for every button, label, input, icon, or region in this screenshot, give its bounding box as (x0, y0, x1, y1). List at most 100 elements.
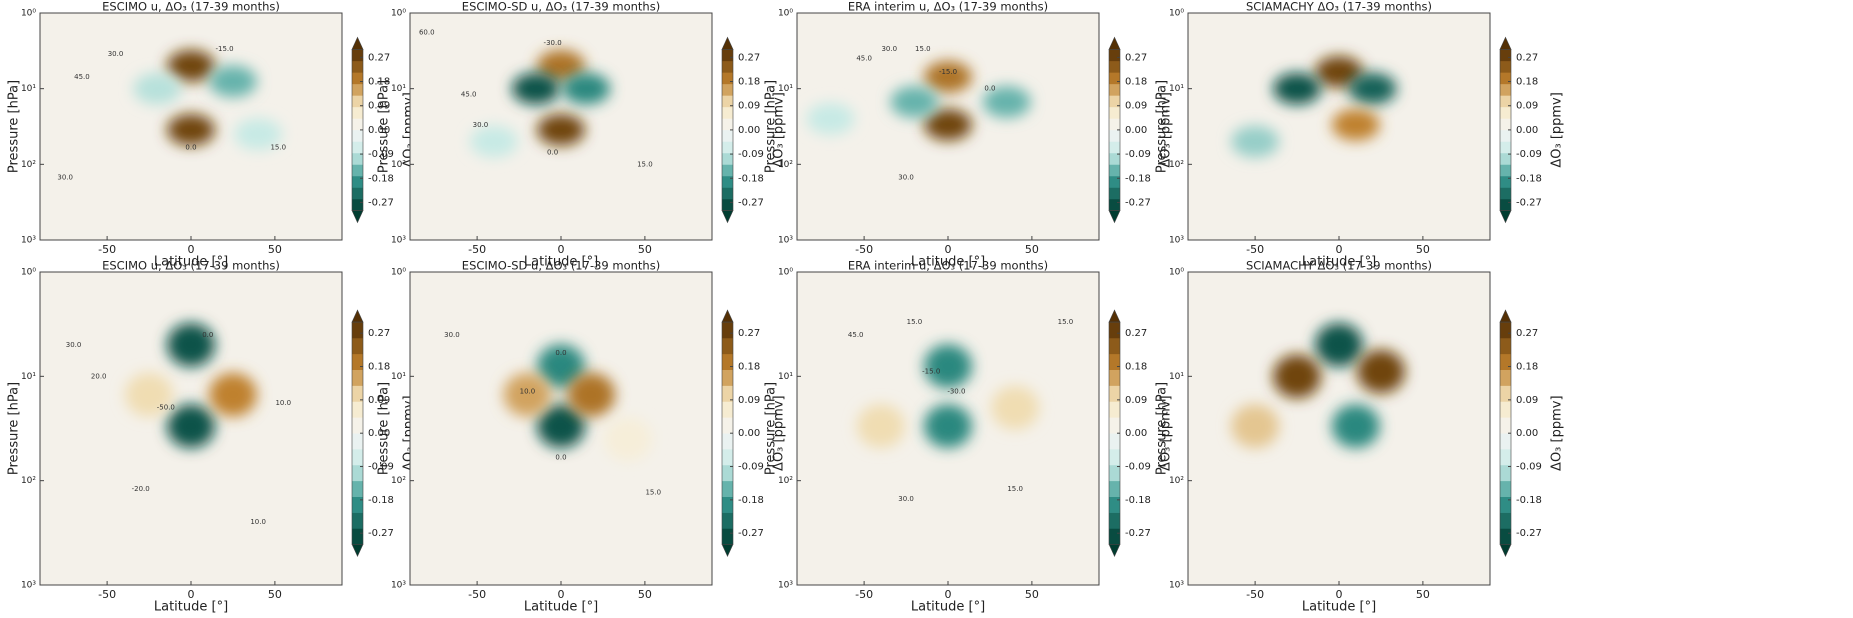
colorbar-step (352, 496, 363, 513)
colorbar-step (1500, 83, 1511, 96)
colorbar-tick-label: 0.18 (1516, 362, 1538, 373)
anomaly (469, 125, 518, 158)
colorbar-tick-label: -0.09 (1516, 462, 1542, 473)
colorbar-tick-label: 0.27 (738, 328, 760, 339)
anomaly (1315, 55, 1363, 88)
y-tick-label: 10³ (1169, 236, 1184, 246)
x-tick-label: 0 (558, 243, 565, 256)
colorbar-tick-label: -0.18 (1125, 173, 1151, 184)
colorbar-step (1500, 141, 1511, 154)
colorbar-tick-label: 0.00 (1516, 125, 1538, 136)
colorbar-step (1500, 449, 1511, 466)
y-axis-label: Pressure [hPa] (764, 382, 779, 475)
colorbar-tick-label: 0.18 (1125, 362, 1147, 373)
colorbar-step (1500, 187, 1511, 200)
colorbar-step (352, 337, 363, 355)
y-tick-label: 10³ (778, 236, 793, 246)
x-tick-label: 50 (1416, 588, 1430, 601)
anomaly (991, 385, 1040, 430)
x-tick-label: 0 (945, 243, 952, 256)
x-tick-label: 50 (1025, 588, 1039, 601)
contour-label: -15.0 (215, 45, 233, 53)
x-axis-label: Latitude [°] (1302, 255, 1376, 270)
colorbar-tick-label: 0.09 (738, 395, 760, 406)
x-tick-label: -50 (855, 588, 873, 601)
anomaly (167, 49, 215, 82)
x-tick-label: -50 (468, 588, 486, 601)
colorbar-extend (721, 210, 734, 224)
colorbar-step (1109, 528, 1120, 545)
anomaly (1231, 125, 1280, 158)
y-tick-label: 10² (778, 160, 793, 170)
panel-title: ESCIMO u, ΔO₃ (17-39 months) (102, 0, 280, 14)
colorbar-tick-label: -0.27 (738, 528, 764, 539)
anomaly (537, 49, 585, 82)
colorbar-step (722, 385, 733, 402)
contour-label: 45.0 (848, 331, 864, 339)
anomaly (924, 108, 972, 141)
colorbar-tick-label: -0.27 (738, 197, 764, 208)
y-axis-label: Pressure [hPa] (7, 382, 22, 475)
colorbar-step (352, 72, 363, 85)
y-axis-label: Pressure [hPa] (377, 80, 392, 173)
colorbar-tick-label: -0.27 (1516, 197, 1542, 208)
y-tick-label: 10³ (391, 581, 406, 591)
anomaly (1331, 404, 1380, 449)
y-tick-label: 10² (21, 160, 36, 170)
contour-label: 15.0 (907, 318, 923, 326)
colorbar-tick-label: 0.18 (1516, 77, 1538, 88)
anomaly (511, 72, 560, 105)
anomaly (503, 372, 552, 417)
colorbar-tick-label: -0.09 (1125, 462, 1151, 473)
x-tick-label: -50 (855, 243, 873, 256)
anomaly (167, 113, 215, 146)
colorbar-tick-label: 0.00 (1125, 428, 1147, 439)
colorbar-step (352, 95, 363, 108)
contour-label: 20.0 (91, 372, 107, 380)
colorbar-tick-label: 0.18 (738, 362, 760, 373)
x-axis-label: Latitude [°] (1302, 600, 1376, 615)
y-tick-label: 10² (391, 160, 406, 170)
colorbar-tick-label: -0.18 (1516, 495, 1542, 506)
colorbar-tick-label: -0.09 (1516, 149, 1542, 160)
contour-label: 15.0 (637, 160, 653, 168)
x-axis-label: Latitude [°] (911, 255, 985, 270)
x-axis-label: Latitude [°] (524, 255, 598, 270)
y-tick-label: 10³ (21, 581, 36, 591)
colorbar-extend (1499, 36, 1512, 50)
y-tick-label: 10² (21, 476, 36, 486)
y-tick-label: 10³ (391, 236, 406, 246)
x-tick-label: 0 (188, 588, 195, 601)
anomaly (1273, 354, 1322, 399)
x-tick-label: -50 (1246, 243, 1264, 256)
colorbar-step (722, 175, 733, 188)
colorbar-step (352, 49, 363, 62)
y-tick-label: 10¹ (391, 84, 406, 94)
colorbar-extend (721, 36, 734, 50)
colorbar-tick-label: -0.09 (368, 149, 394, 160)
y-tick-label: 10¹ (778, 372, 793, 382)
y-tick-label: 10³ (778, 581, 793, 591)
anomaly (167, 404, 215, 449)
colorbar-label: ΔO₃ [ppmv] (772, 395, 787, 470)
x-axis-label: Latitude [°] (154, 600, 228, 615)
colorbar-tick-label: -0.18 (738, 495, 764, 506)
colorbar-step (1500, 49, 1511, 62)
colorbar-step (1500, 385, 1511, 402)
panel: 30.0 45.0 -15.0 15.0 0.0 30.0 ESCIMO u, ΔO₃ (1… (7, 0, 417, 270)
colorbar-tick-label: -0.18 (368, 495, 394, 506)
colorbar-step (352, 152, 363, 165)
y-tick-label: 10¹ (391, 372, 406, 382)
colorbar-step (1500, 106, 1511, 119)
field: 30.0 20.0 0.0 -50.0 10.0 -20.0 10.0 (66, 323, 291, 526)
colorbar-step (352, 385, 363, 402)
anomaly (537, 344, 585, 389)
contour-label: 30.0 (881, 45, 897, 53)
y-tick-label: 10² (1169, 160, 1184, 170)
colorbar-step (722, 164, 733, 177)
y-tick-label: 10³ (21, 236, 36, 246)
y-tick-label: 10⁰ (778, 9, 793, 19)
contour-label: 0.0 (185, 144, 196, 152)
colorbar-step (352, 60, 363, 73)
colorbar-extend (351, 544, 364, 558)
